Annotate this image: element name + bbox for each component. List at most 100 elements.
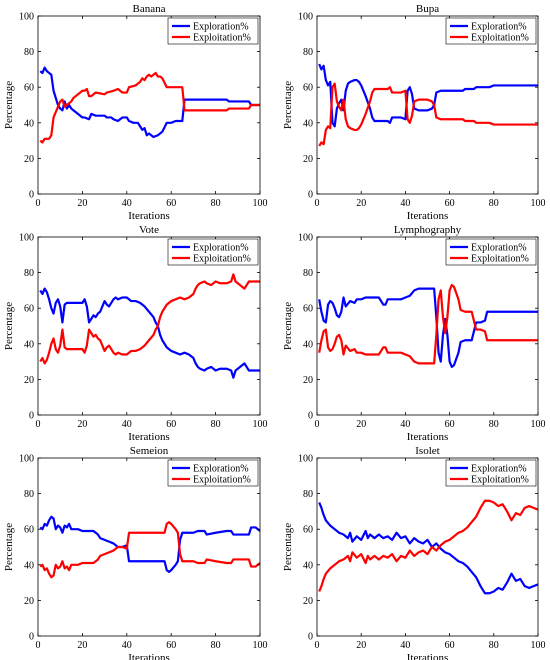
chart-title: Lymphography xyxy=(394,224,462,236)
legend: Exploration%Exploitation% xyxy=(167,459,259,487)
x-tick-label: 100 xyxy=(253,640,268,651)
x-tick-label: 100 xyxy=(531,640,546,651)
chart-panel-2: Bupa 0 20 40 60 80 100 0 20 40 60 80 100 Iterations Pe… xyxy=(282,3,546,222)
y-tick-label: 60 xyxy=(24,525,34,536)
legend-box xyxy=(167,238,259,266)
legend: Exploration%Exploitation% xyxy=(445,17,537,45)
x-axis-label: Iterations xyxy=(407,431,449,443)
series-line-exploration xyxy=(318,287,538,369)
x-tick-label: 80 xyxy=(489,640,499,651)
legend-box xyxy=(445,17,537,45)
chart-panel-1: Banana 0 20 40 60 80 100 0 20 40 60 80 100 Iterations… xyxy=(3,3,268,222)
y-tick-label: 0 xyxy=(308,411,313,422)
y-tick-label: 80 xyxy=(24,268,34,279)
y-tick-label: 100 xyxy=(298,454,313,465)
x-tick-label: 20 xyxy=(77,640,87,651)
y-tick-label: 100 xyxy=(298,12,313,23)
y-tick-label: 40 xyxy=(303,560,313,571)
legend-label-exploitation: Exploitation% xyxy=(471,254,529,265)
y-tick-label: 80 xyxy=(303,268,313,279)
x-tick-label: 0 xyxy=(36,419,41,430)
x-tick-label: 40 xyxy=(122,640,132,651)
x-tick-label: 100 xyxy=(531,419,546,430)
x-tick-label: 40 xyxy=(400,419,410,430)
y-tick-label: 0 xyxy=(29,632,34,643)
y-tick-label: 40 xyxy=(303,339,313,350)
x-tick-label: 0 xyxy=(315,198,320,209)
y-tick-label: 80 xyxy=(24,489,34,500)
legend-label-exploration: Exploration% xyxy=(193,464,249,475)
y-tick-label: 80 xyxy=(303,489,313,500)
x-axis-label: Iterations xyxy=(407,652,449,660)
legend-label-exploitation: Exploitation% xyxy=(193,475,251,486)
chart-panel-6: Isolet 0 20 40 60 80 100 0 20 40 60 80 100 Iterations… xyxy=(282,445,546,660)
x-tick-label: 60 xyxy=(445,198,455,209)
y-tick-label: 100 xyxy=(19,12,34,23)
x-tick-label: 80 xyxy=(489,198,499,209)
x-tick-label: 60 xyxy=(166,198,176,209)
y-tick-label: 0 xyxy=(308,632,313,643)
y-tick-label: 60 xyxy=(303,304,313,315)
x-axis-label: Iterations xyxy=(128,431,170,443)
x-tick-label: 20 xyxy=(356,419,366,430)
plot-frame xyxy=(316,457,539,637)
y-tick-label: 60 xyxy=(24,304,34,315)
plot-frame xyxy=(37,457,261,637)
plot-frame xyxy=(37,236,261,416)
y-tick-label: 20 xyxy=(303,596,313,607)
y-tick-label: 0 xyxy=(29,190,34,201)
series-line-exploitation xyxy=(318,283,538,365)
legend: Exploration%Exploitation% xyxy=(445,238,537,266)
legend-label-exploration: Exploration% xyxy=(193,243,249,254)
y-tick-label: 100 xyxy=(19,233,34,244)
x-tick-label: 40 xyxy=(400,640,410,651)
x-tick-label: 20 xyxy=(356,640,366,651)
y-tick-label: 40 xyxy=(24,118,34,129)
plot-frame xyxy=(316,15,539,195)
y-tick-label: 80 xyxy=(24,47,34,58)
series-line-exploitation xyxy=(39,71,260,144)
x-tick-label: 40 xyxy=(122,419,132,430)
y-tick-label: 60 xyxy=(303,525,313,536)
legend-label-exploitation: Exploitation% xyxy=(193,33,251,44)
legend-label-exploration: Exploration% xyxy=(471,22,527,33)
legend-box xyxy=(167,17,259,45)
chart-title: Bupa xyxy=(416,3,439,15)
x-tick-label: 60 xyxy=(445,640,455,651)
x-tick-label: 80 xyxy=(211,198,221,209)
chart-title: Isolet xyxy=(415,445,439,457)
y-tick-label: 40 xyxy=(303,118,313,129)
legend-label-exploitation: Exploitation% xyxy=(471,33,529,44)
legend-label-exploration: Exploration% xyxy=(471,464,527,475)
legend: Exploration%Exploitation% xyxy=(445,459,537,487)
x-tick-label: 100 xyxy=(253,198,268,209)
y-tick-label: 20 xyxy=(303,154,313,165)
y-tick-label: 20 xyxy=(24,154,34,165)
x-tick-label: 20 xyxy=(356,198,366,209)
y-tick-label: 20 xyxy=(303,375,313,386)
y-tick-label: 20 xyxy=(24,596,34,607)
series-line-exploration xyxy=(39,515,260,574)
plot-frame xyxy=(37,15,261,195)
legend-label-exploitation: Exploitation% xyxy=(471,475,529,486)
x-tick-label: 60 xyxy=(166,640,176,651)
series-line-exploration xyxy=(39,287,260,379)
y-axis-label: Percentage xyxy=(3,523,15,571)
y-tick-label: 100 xyxy=(298,233,313,244)
x-tick-label: 100 xyxy=(253,419,268,430)
x-tick-label: 100 xyxy=(531,198,546,209)
chart-title: Banana xyxy=(133,3,166,15)
chart-panel-3: Vote 0 20 40 60 80 100 0 20 40 60 80 100 Iterations Pe… xyxy=(3,224,268,443)
series-line-exploration xyxy=(39,66,260,139)
y-axis-label: Percentage xyxy=(282,81,294,129)
series-line-exploitation xyxy=(318,82,538,147)
x-tick-label: 20 xyxy=(77,198,87,209)
legend-label-exploitation: Exploitation% xyxy=(193,254,251,265)
y-axis-label: Percentage xyxy=(3,302,15,350)
chart-panel-5: Semeion 0 20 40 60 80 100 0 20 40 60 80 100 Iteration… xyxy=(3,445,268,660)
x-tick-label: 60 xyxy=(166,419,176,430)
y-axis-label: Percentage xyxy=(3,81,15,129)
y-tick-label: 20 xyxy=(24,375,34,386)
y-tick-label: 0 xyxy=(308,190,313,201)
x-tick-label: 80 xyxy=(211,640,221,651)
